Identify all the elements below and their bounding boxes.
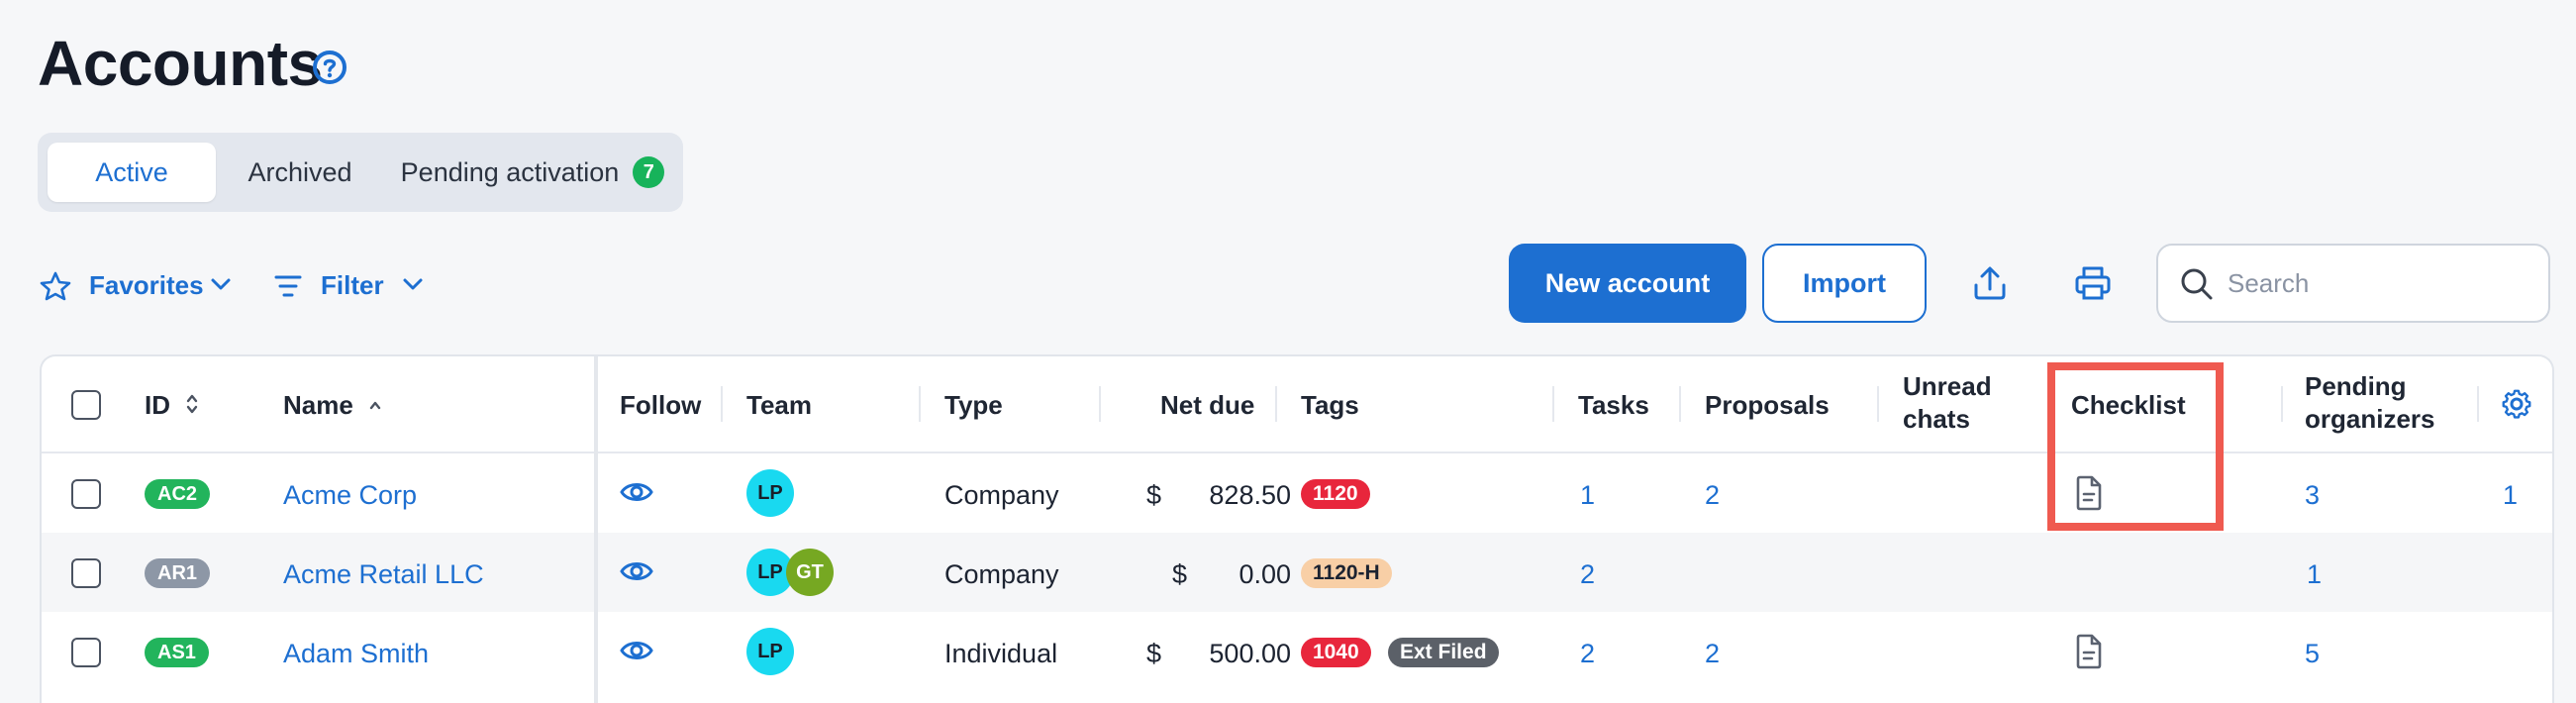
column-header-unread-chats-line2: chats (1903, 404, 1970, 434)
frozen-column-divider (594, 356, 598, 703)
net-due-currency: $ (1146, 480, 1162, 510)
net-due-amount: 828.50 (1209, 480, 1291, 510)
account-id-badge: AS1 (145, 638, 209, 667)
column-header-name[interactable]: Name (283, 390, 382, 421)
row-checkbox[interactable] (71, 638, 101, 667)
new-account-button[interactable]: New account (1509, 244, 1746, 323)
page-title: Accounts (38, 28, 323, 99)
eye-icon[interactable] (620, 475, 653, 509)
tag-badge[interactable]: Ext Filed (1388, 638, 1499, 667)
avatar: LP (746, 469, 794, 517)
avatar: LP (746, 549, 794, 596)
chevron-down-icon (403, 278, 423, 290)
tasks-count[interactable]: 2 (1580, 639, 1596, 668)
import-button[interactable]: Import (1762, 244, 1927, 323)
filter-icon (274, 275, 302, 297)
filter-label: Filter (321, 270, 384, 300)
net-due-amount: 500.00 (1209, 639, 1291, 668)
column-header-pending-organizers-line2: organizers (2305, 404, 2435, 434)
select-all-checkbox[interactable] (71, 390, 101, 420)
export-icon[interactable] (1968, 261, 2012, 305)
tag-badge[interactable]: 1120 (1301, 479, 1370, 509)
account-id-badge: AR1 (145, 558, 211, 588)
chevron-down-icon (211, 278, 231, 290)
column-header-name-label: Name (283, 390, 353, 420)
column-header-tasks[interactable]: Tasks (1578, 390, 1649, 420)
filter-dropdown[interactable]: Filter (273, 265, 432, 305)
pending-organizers-count[interactable]: 3 (2305, 480, 2321, 510)
column-header-pending-organizers-line1: Pending (2305, 371, 2407, 401)
table-row-stripe (42, 533, 2552, 612)
checklist-document-icon[interactable] (2073, 475, 2105, 511)
eye-icon[interactable] (620, 634, 653, 667)
net-due-currency: $ (1172, 559, 1188, 589)
account-status-tabs: Active Archived Pending activation 7 (38, 133, 683, 212)
net-due-amount: 0.00 (1238, 559, 1291, 589)
print-icon[interactable] (2071, 261, 2115, 305)
pending-activation-count-badge: 7 (633, 155, 665, 188)
tab-active[interactable]: Active (48, 143, 216, 202)
accounts-table: ID Name Follow Team Type Net due Tags Ta… (40, 354, 2554, 703)
eye-icon[interactable] (620, 554, 653, 588)
column-header-unread-chats-line1: Unread (1903, 371, 1992, 401)
tasks-count[interactable]: 1 (1580, 480, 1596, 510)
tab-archived-label: Archived (248, 157, 352, 187)
favorites-label: Favorites (89, 270, 204, 300)
sort-icon (187, 394, 198, 414)
column-header-pending-organizers[interactable]: Pending organizers (2305, 370, 2435, 436)
extra-count[interactable]: 1 (2503, 480, 2519, 510)
help-icon[interactable] (310, 48, 349, 87)
tab-pending-activation-label: Pending activation (400, 157, 620, 187)
account-id-badge: AC2 (145, 479, 211, 509)
search-icon (2181, 268, 2213, 300)
favorites-dropdown[interactable]: Favorites (40, 265, 236, 305)
column-header-type[interactable]: Type (944, 390, 1003, 420)
tab-active-label: Active (95, 157, 168, 187)
proposals-count[interactable]: 2 (1705, 639, 1721, 668)
column-header-net-due[interactable]: Net due (1160, 390, 1255, 420)
sort-ascending-icon (369, 401, 381, 410)
tasks-count[interactable]: 2 (1580, 559, 1596, 589)
column-header-proposals[interactable]: Proposals (1705, 390, 1830, 420)
tab-archived[interactable]: Archived (216, 143, 384, 202)
column-header-follow[interactable]: Follow (620, 390, 702, 420)
gear-icon[interactable] (2499, 386, 2534, 422)
pending-organizers-count[interactable]: 5 (2305, 639, 2321, 668)
checklist-document-icon[interactable] (2073, 634, 2105, 669)
tag-badge[interactable]: 1120-H (1301, 558, 1392, 588)
column-header-id[interactable]: ID (145, 390, 199, 421)
row-checkbox[interactable] (71, 479, 101, 509)
search-input[interactable] (2228, 246, 2534, 321)
proposals-count[interactable]: 2 (1705, 480, 1721, 510)
avatar: LP (746, 628, 794, 675)
account-type: Individual (944, 639, 1058, 668)
account-type: Company (944, 480, 1059, 510)
net-due-currency: $ (1146, 639, 1162, 668)
column-header-unread-chats[interactable]: Unread chats (1903, 370, 1992, 436)
column-header-team[interactable]: Team (746, 390, 812, 420)
column-header-tags[interactable]: Tags (1301, 390, 1359, 420)
avatar: GT (786, 549, 834, 596)
account-name-link[interactable]: Acme Corp (283, 480, 418, 510)
row-checkbox[interactable] (71, 558, 101, 588)
pending-organizers-count[interactable]: 1 (2307, 559, 2323, 589)
column-header-id-label: ID (145, 390, 170, 420)
column-header-checklist[interactable]: Checklist (2071, 390, 2186, 420)
account-name-link[interactable]: Acme Retail LLC (283, 559, 484, 589)
star-icon (40, 271, 71, 301)
tag-badge[interactable]: 1040 (1301, 638, 1371, 667)
tab-pending-activation[interactable]: Pending activation 7 (384, 143, 681, 202)
account-type: Company (944, 559, 1059, 589)
account-name-link[interactable]: Adam Smith (283, 639, 430, 668)
search-box (2156, 244, 2550, 323)
